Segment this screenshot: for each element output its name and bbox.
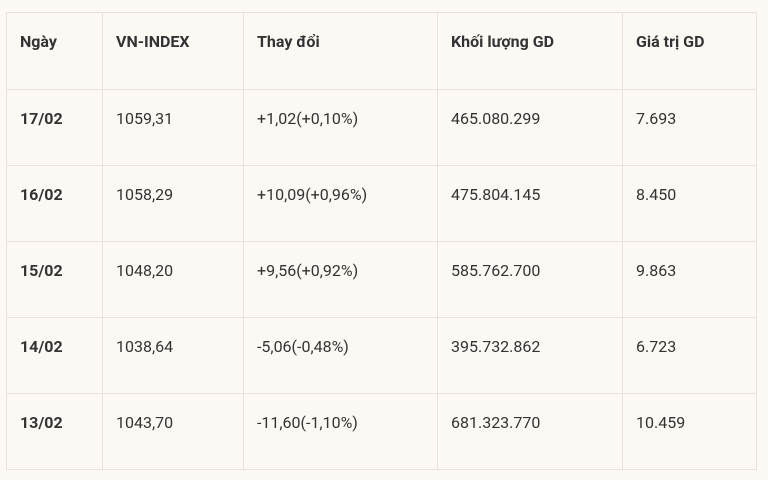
table-row: 15/02 1048,20 +9,56(+0,92%) 585.762.700 9.86… bbox=[6, 241, 757, 318]
table-cell: 395.732.862 bbox=[437, 317, 623, 394]
table-cell: 585.762.700 bbox=[437, 241, 623, 318]
header-cell: Khối lượng GD bbox=[437, 12, 623, 90]
table-cell: 16/02 bbox=[6, 165, 103, 242]
table-cell: 17/02 bbox=[6, 89, 103, 166]
table-cell: +1,02(+0,10%) bbox=[243, 89, 438, 166]
header-row: Ngày VN-INDEX Thay đổi Khối lượng GD Giá trị… bbox=[6, 12, 757, 90]
table-cell: 13/02 bbox=[6, 393, 103, 470]
table-cell: -11,60(-1,10%) bbox=[243, 393, 438, 470]
table-row: 16/02 1058,29 +10,09(+0,96%) 475.804.145 8.4… bbox=[6, 165, 757, 242]
table-cell: 9.863 bbox=[622, 241, 757, 318]
table-cell: 1048,20 bbox=[102, 241, 244, 318]
table-cell: -5,06(-0,48%) bbox=[243, 317, 438, 394]
table-cell: +10,09(+0,96%) bbox=[243, 165, 438, 242]
header-cell: Thay đổi bbox=[243, 12, 438, 90]
table-cell: 7.693 bbox=[622, 89, 757, 166]
table-cell: 6.723 bbox=[622, 317, 757, 394]
table-cell: 8.450 bbox=[622, 165, 757, 242]
data-table: Ngày VN-INDEX Thay đổi Khối lượng GD Giá trị… bbox=[6, 12, 757, 470]
table-cell: 10.459 bbox=[622, 393, 757, 470]
table-cell: 475.804.145 bbox=[437, 165, 623, 242]
header-cell: Giá trị GD bbox=[622, 12, 757, 90]
table-cell: 14/02 bbox=[6, 317, 103, 394]
table-cell: 1058,29 bbox=[102, 165, 244, 242]
table-cell: 465.080.299 bbox=[437, 89, 623, 166]
table-cell: 1059,31 bbox=[102, 89, 244, 166]
table-row: 17/02 1059,31 +1,02(+0,10%) 465.080.299 7.69… bbox=[6, 89, 757, 166]
table-cell: 1043,70 bbox=[102, 393, 244, 470]
table-cell: +9,56(+0,92%) bbox=[243, 241, 438, 318]
table-row: 14/02 1038,64 -5,06(-0,48%) 395.732.862 6.72… bbox=[6, 317, 757, 394]
table-row: 13/02 1043,70 -11,60(-1,10%) 681.323.770 10.… bbox=[6, 393, 757, 470]
table-cell: 681.323.770 bbox=[437, 393, 623, 470]
header-cell: VN-INDEX bbox=[102, 12, 244, 90]
table-cell: 15/02 bbox=[6, 241, 103, 318]
header-cell: Ngày bbox=[6, 12, 103, 90]
table-cell: 1038,64 bbox=[102, 317, 244, 394]
